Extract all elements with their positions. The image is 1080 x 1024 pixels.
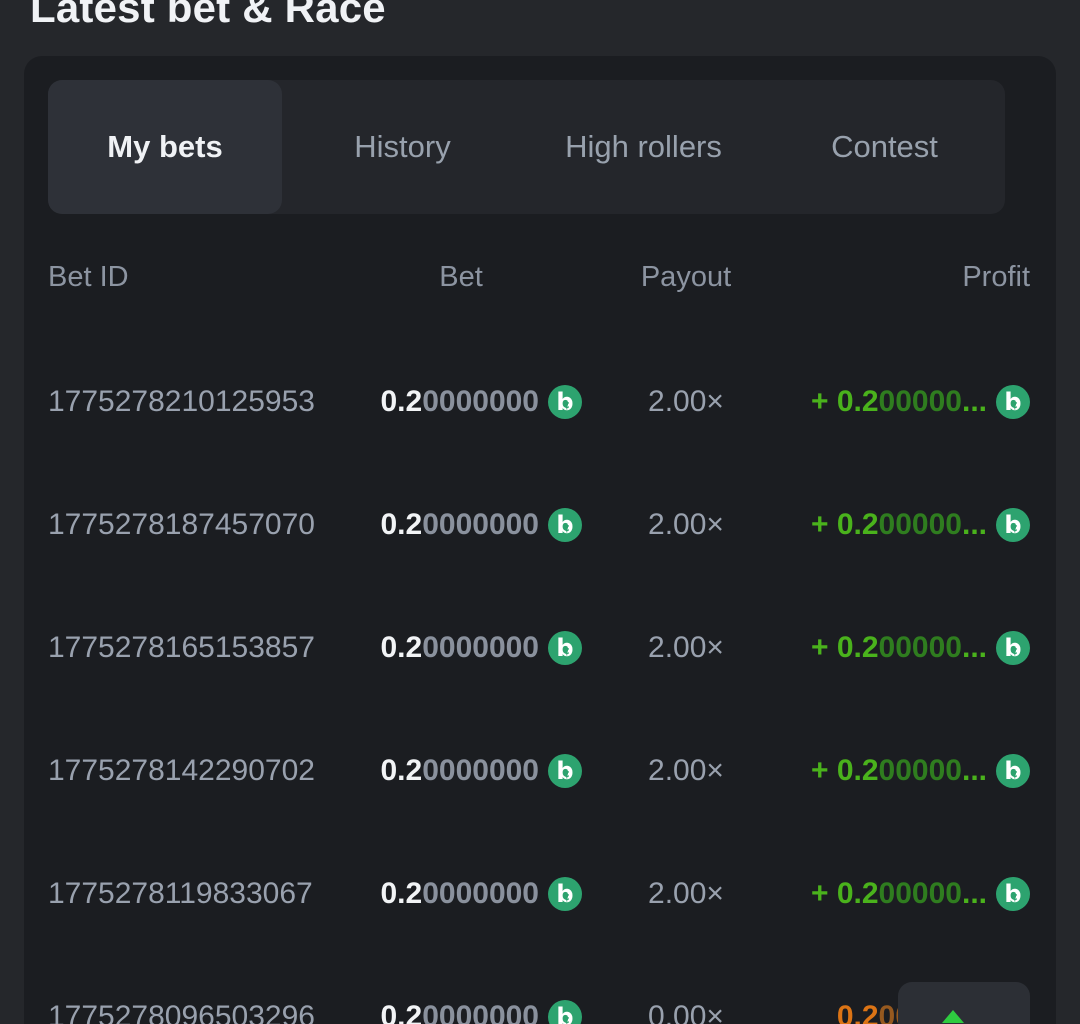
bcd-coin-icon: b ¢ (996, 384, 1030, 419)
tab-high-rollers[interactable]: High rollers (565, 129, 722, 164)
header-bet-id: Bet ID (48, 260, 129, 293)
bet-id-value: 1775278119833067 (48, 876, 313, 910)
bcd-coin-icon: b ¢ (548, 999, 582, 1024)
tab-my-bets[interactable]: My bets (48, 80, 282, 214)
bet-amount: 0.20000000 (380, 753, 539, 787)
tab-contest[interactable]: Contest (831, 129, 938, 164)
tab-history[interactable]: History (354, 129, 451, 164)
svg-text:b: b (556, 757, 573, 785)
svg-text:b: b (1004, 634, 1021, 662)
bcd-coin-icon: b ¢ (996, 630, 1030, 665)
profit-amount: + 0.200000... (810, 876, 987, 910)
table-row[interactable]: 1775278096503296 0.20000000 b ¢ 0.00× 0.… (48, 955, 1032, 1024)
bet-amount: 0.20000000 (380, 384, 539, 418)
svg-text:¢: ¢ (1011, 644, 1019, 657)
svg-text:¢: ¢ (563, 644, 571, 657)
payout-value: 2.00× (648, 630, 724, 664)
svg-text:¢: ¢ (563, 890, 571, 903)
bcd-coin-icon: b ¢ (548, 876, 582, 911)
bcd-coin-icon: b ¢ (548, 507, 582, 542)
profit-amount: + 0.200000... (810, 753, 987, 787)
payout-value: 2.00× (648, 507, 724, 541)
bcd-coin-icon: b ¢ (548, 384, 582, 419)
profit-cell: + 0.200000... b ¢ (790, 507, 1030, 542)
svg-text:¢: ¢ (1011, 398, 1019, 411)
svg-text:¢: ¢ (563, 767, 571, 780)
payout-value: 2.00× (648, 753, 724, 787)
profit-cell: + 0.200000... b ¢ (790, 630, 1030, 665)
profit-amount: + 0.200000... (810, 630, 987, 664)
table-row[interactable]: 1775278210125953 0.20000000 b ¢ 2.00× + … (48, 340, 1032, 463)
bet-id-value: 1775278187457070 (48, 507, 315, 541)
profit-amount: + 0.200000... (810, 507, 987, 541)
svg-text:b: b (556, 1003, 573, 1024)
bcd-coin-icon: b ¢ (548, 753, 582, 788)
floating-widget[interactable] (898, 982, 1030, 1024)
table-header-row: Bet ID Bet Payout Profit (48, 214, 1032, 340)
svg-text:¢: ¢ (1011, 521, 1019, 534)
svg-text:b: b (556, 388, 573, 416)
bet-amount: 0.20000000 (380, 507, 539, 541)
bet-amount-cell: 0.20000000 b ¢ (340, 753, 582, 788)
bcd-coin-icon: b ¢ (996, 507, 1030, 542)
bet-id-value: 1775278165153857 (48, 630, 315, 664)
table-row[interactable]: 1775278119833067 0.20000000 b ¢ 2.00× + … (48, 832, 1032, 955)
bet-amount-cell: 0.20000000 b ¢ (340, 630, 582, 665)
svg-text:¢: ¢ (1011, 767, 1019, 780)
profit-cell: + 0.200000... b ¢ (790, 753, 1030, 788)
bet-amount: 0.20000000 (380, 630, 539, 664)
svg-text:¢: ¢ (563, 1013, 571, 1024)
bet-amount-cell: 0.20000000 b ¢ (340, 1000, 582, 1024)
bet-amount-cell: 0.20000000 b ¢ (340, 384, 582, 419)
bcd-coin-icon: b ¢ (996, 753, 1030, 788)
bet-amount-cell: 0.20000000 b ¢ (340, 876, 582, 911)
latest-bet-panel: My bets History High rollers Contest Bet… (24, 56, 1056, 1024)
up-arrow-icon (942, 1010, 964, 1023)
bcd-coin-icon: b ¢ (548, 630, 582, 665)
payout-value: 2.00× (648, 384, 724, 418)
bets-tab-bar: My bets History High rollers Contest (48, 80, 1005, 214)
header-bet: Bet (439, 260, 483, 293)
svg-text:¢: ¢ (563, 521, 571, 534)
svg-text:b: b (556, 880, 573, 908)
svg-text:b: b (556, 511, 573, 539)
profit-cell: + 0.200000... b ¢ (790, 384, 1030, 419)
svg-text:b: b (1004, 757, 1021, 785)
payout-value: 2.00× (648, 876, 724, 910)
svg-text:¢: ¢ (1011, 890, 1019, 903)
profit-cell: + 0.200000... b ¢ (790, 876, 1030, 911)
bet-amount: 0.20000000 (380, 876, 539, 910)
table-row[interactable]: 1775278187457070 0.20000000 b ¢ 2.00× + … (48, 463, 1032, 586)
table-row[interactable]: 1775278142290702 0.20000000 b ¢ 2.00× + … (48, 709, 1032, 832)
bet-id-value: 1775278142290702 (48, 753, 315, 787)
page-title: Latest bet & Race (30, 0, 386, 31)
payout-value: 0.00× (648, 999, 724, 1024)
header-payout: Payout (640, 260, 732, 293)
profit-amount: + 0.200000... (810, 384, 987, 418)
table-row[interactable]: 1775278165153857 0.20000000 b ¢ 2.00× + … (48, 586, 1032, 709)
bet-id-value: 1775278096503296 (48, 999, 315, 1024)
bets-table-body: 1775278210125953 0.20000000 b ¢ 2.00× + … (48, 340, 1032, 1024)
bcd-coin-icon: b ¢ (996, 876, 1030, 911)
svg-text:b: b (1004, 511, 1021, 539)
svg-text:¢: ¢ (563, 398, 571, 411)
svg-text:b: b (556, 634, 573, 662)
svg-text:b: b (1004, 880, 1021, 908)
svg-text:b: b (1004, 388, 1021, 416)
bet-amount: 0.20000000 (380, 999, 539, 1024)
bet-id-value: 1775278210125953 (48, 384, 315, 418)
bet-amount-cell: 0.20000000 b ¢ (340, 507, 582, 542)
header-profit: Profit (962, 260, 1030, 293)
